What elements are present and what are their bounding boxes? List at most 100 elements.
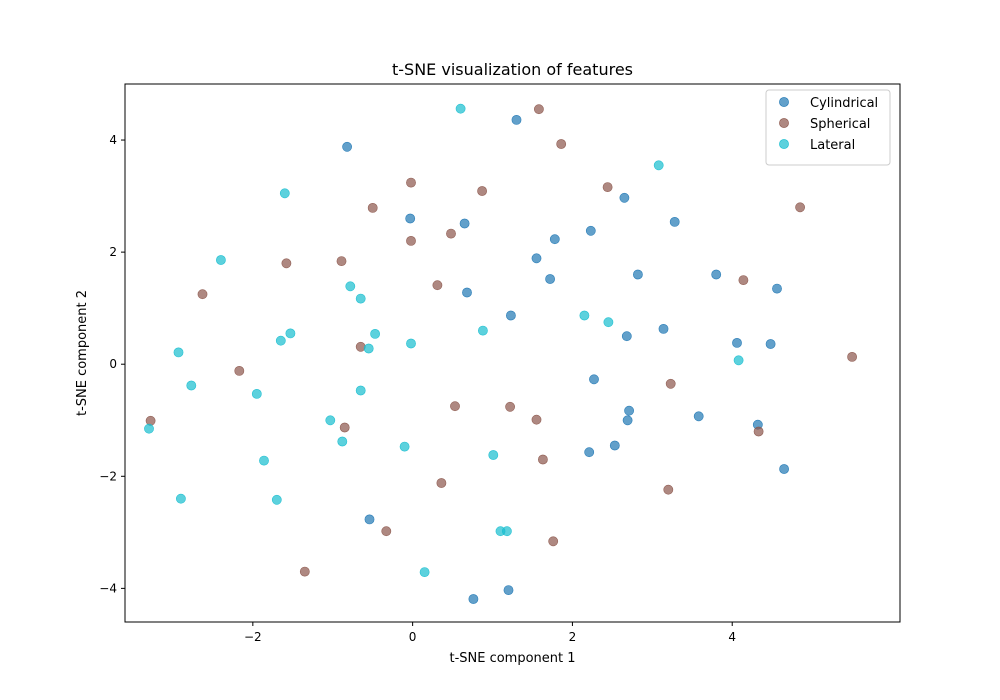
point-spherical (339, 422, 350, 433)
point-cylindrical (633, 269, 643, 280)
legend-marker (779, 97, 789, 107)
point-spherical (299, 566, 310, 577)
point-cylindrical (619, 192, 630, 203)
point-spherical (602, 182, 613, 192)
point-cylindrical (711, 269, 722, 280)
point-lateral (477, 325, 488, 336)
point-cylindrical (364, 514, 375, 525)
point-cylindrical (459, 218, 470, 229)
point-spherical (197, 289, 208, 300)
point-spherical (446, 228, 456, 239)
point-cylindrical (609, 440, 620, 451)
x-tick-label: 4 (728, 630, 736, 644)
point-lateral (251, 388, 262, 399)
x-tick-label: −2 (244, 630, 262, 644)
point-spherical (795, 202, 805, 213)
point-lateral (488, 450, 499, 460)
y-tick-label: −2 (99, 469, 117, 483)
point-lateral (175, 493, 186, 504)
point-spherical (336, 256, 347, 266)
point-lateral (733, 355, 744, 366)
data-points (144, 103, 857, 604)
x-tick-label: 0 (409, 630, 417, 644)
point-spherical (531, 414, 542, 425)
point-spherical (436, 478, 447, 488)
point-lateral (271, 494, 282, 505)
point-spherical (665, 378, 676, 389)
point-lateral (579, 310, 590, 321)
point-spherical (281, 258, 292, 269)
point-cylindrical (531, 253, 542, 264)
plot-area (124, 83, 901, 623)
point-lateral (144, 423, 154, 434)
point-lateral (355, 293, 366, 304)
y-tick-label: 4 (109, 133, 117, 147)
legend-box (765, 89, 891, 166)
point-cylindrical (624, 405, 634, 416)
y-tick-label: 2 (109, 245, 117, 259)
point-spherical (432, 280, 443, 291)
point-lateral (419, 567, 430, 577)
point-cylindrical (693, 411, 704, 422)
point-spherical (367, 202, 378, 213)
point-lateral (275, 335, 286, 346)
point-cylindrical (765, 339, 776, 349)
legend-label: Lateral (810, 138, 855, 153)
point-cylindrical (405, 213, 416, 224)
point-lateral (259, 455, 269, 466)
point-cylindrical (549, 234, 560, 245)
point-spherical (381, 526, 392, 537)
point-spherical (663, 484, 674, 495)
point-spherical (534, 104, 544, 115)
point-lateral (370, 328, 380, 339)
point-cylindrical (732, 337, 742, 348)
point-spherical (406, 177, 416, 188)
point-lateral (406, 338, 416, 349)
x-tick-label: 2 (569, 630, 577, 644)
legend-label: Cylindrical (810, 96, 878, 111)
point-cylindrical (545, 274, 555, 284)
point-spherical (234, 365, 245, 376)
point-spherical (505, 401, 515, 412)
point-lateral (215, 255, 226, 265)
point-cylindrical (505, 310, 516, 321)
legend-marker (779, 139, 789, 149)
point-cylindrical (621, 331, 632, 342)
point-spherical (145, 415, 156, 426)
point-cylindrical (772, 283, 782, 294)
legend-label: Spherical (810, 117, 870, 132)
point-spherical (847, 351, 857, 362)
point-spherical (548, 536, 559, 547)
point-cylindrical (511, 115, 522, 125)
point-cylindrical (503, 585, 514, 595)
point-lateral (285, 328, 296, 339)
point-cylindrical (622, 415, 633, 426)
point-cylindrical (779, 464, 789, 474)
point-cylindrical (584, 447, 595, 458)
point-lateral (173, 347, 184, 358)
point-cylindrical (658, 323, 669, 334)
point-spherical (538, 454, 548, 465)
point-spherical (450, 401, 460, 412)
y-tick-label: −4 (99, 581, 117, 595)
point-cylindrical (462, 287, 472, 298)
point-lateral (455, 103, 466, 114)
chart-title: t-SNE visualization of features (392, 60, 633, 79)
axis-ticks: −2 0 2 4 −4 −2 0 2 4 (99, 133, 736, 644)
point-cylindrical (468, 594, 479, 604)
y-axis-label: t-SNE component 2 (75, 290, 90, 416)
legend-marker (779, 118, 789, 128)
point-lateral (653, 160, 664, 171)
point-spherical (406, 235, 416, 246)
point-lateral (603, 317, 614, 328)
point-cylindrical (585, 225, 596, 236)
point-spherical (477, 186, 487, 196)
point-cylindrical (669, 216, 680, 227)
point-spherical (753, 426, 764, 437)
x-axis-label: t-SNE component 1 (449, 651, 575, 666)
point-lateral (501, 526, 512, 537)
point-cylindrical (589, 374, 599, 385)
point-lateral (399, 441, 410, 452)
point-lateral (279, 188, 290, 199)
